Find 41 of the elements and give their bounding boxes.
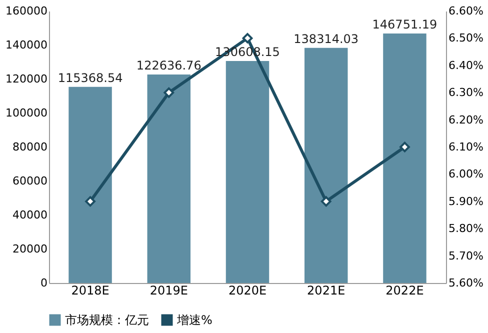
bar xyxy=(304,48,348,283)
data-label: 122636.76 xyxy=(136,58,202,73)
y2-tick-label: 5.80% xyxy=(448,222,484,236)
x-tick-label: 2021E xyxy=(307,284,346,298)
bar xyxy=(147,74,191,283)
data-label: 115368.54 xyxy=(58,70,123,85)
y-tick-label: 140000 xyxy=(6,38,48,52)
x-tick-label: 2022E xyxy=(386,284,424,298)
data-label: 146751.19 xyxy=(372,18,438,32)
y-tick-label: 120000 xyxy=(6,72,48,86)
y2-tick-label: 6.00% xyxy=(448,168,484,181)
y-tick-label: 60000 xyxy=(12,174,48,188)
x-tick-label: 2019E xyxy=(150,284,188,298)
point xyxy=(85,196,96,207)
y2-tick-label: 6.50% xyxy=(448,32,484,45)
legend-label: 市场规模：亿元 xyxy=(65,313,149,327)
legend-label: 增速% xyxy=(176,313,212,327)
point xyxy=(400,142,410,152)
point xyxy=(320,196,332,207)
y2-tick-label: 5.60% xyxy=(448,276,484,290)
y-tick-label: 160000 xyxy=(6,4,48,18)
y2-tick-label: 5.90% xyxy=(448,194,484,208)
y2-tick-label: 6.20% xyxy=(448,113,484,126)
bar xyxy=(68,86,112,283)
y2-tick-label: 6.40% xyxy=(448,58,484,72)
y-tick-label: 20000 xyxy=(12,242,48,256)
point xyxy=(164,87,174,98)
y2-tick-label: 6.10% xyxy=(448,140,484,154)
y2-tick-label: 6.30% xyxy=(448,86,484,100)
y-tick-label: 40000 xyxy=(12,208,48,222)
y2-tick-label: 6.60% xyxy=(448,4,484,18)
y-tick-label: 80000 xyxy=(12,140,48,154)
x-tick-label: 2020E xyxy=(228,284,267,298)
bar xyxy=(226,60,270,283)
y-tick-label: 100000 xyxy=(6,106,48,120)
y2-tick-label: 5.70% xyxy=(448,249,484,262)
y-tick-label: 0 xyxy=(40,276,48,290)
bar xyxy=(383,34,426,283)
x-tick-label: 2018E xyxy=(71,284,110,298)
data-label: 138314.03 xyxy=(294,32,359,46)
point xyxy=(242,33,253,44)
